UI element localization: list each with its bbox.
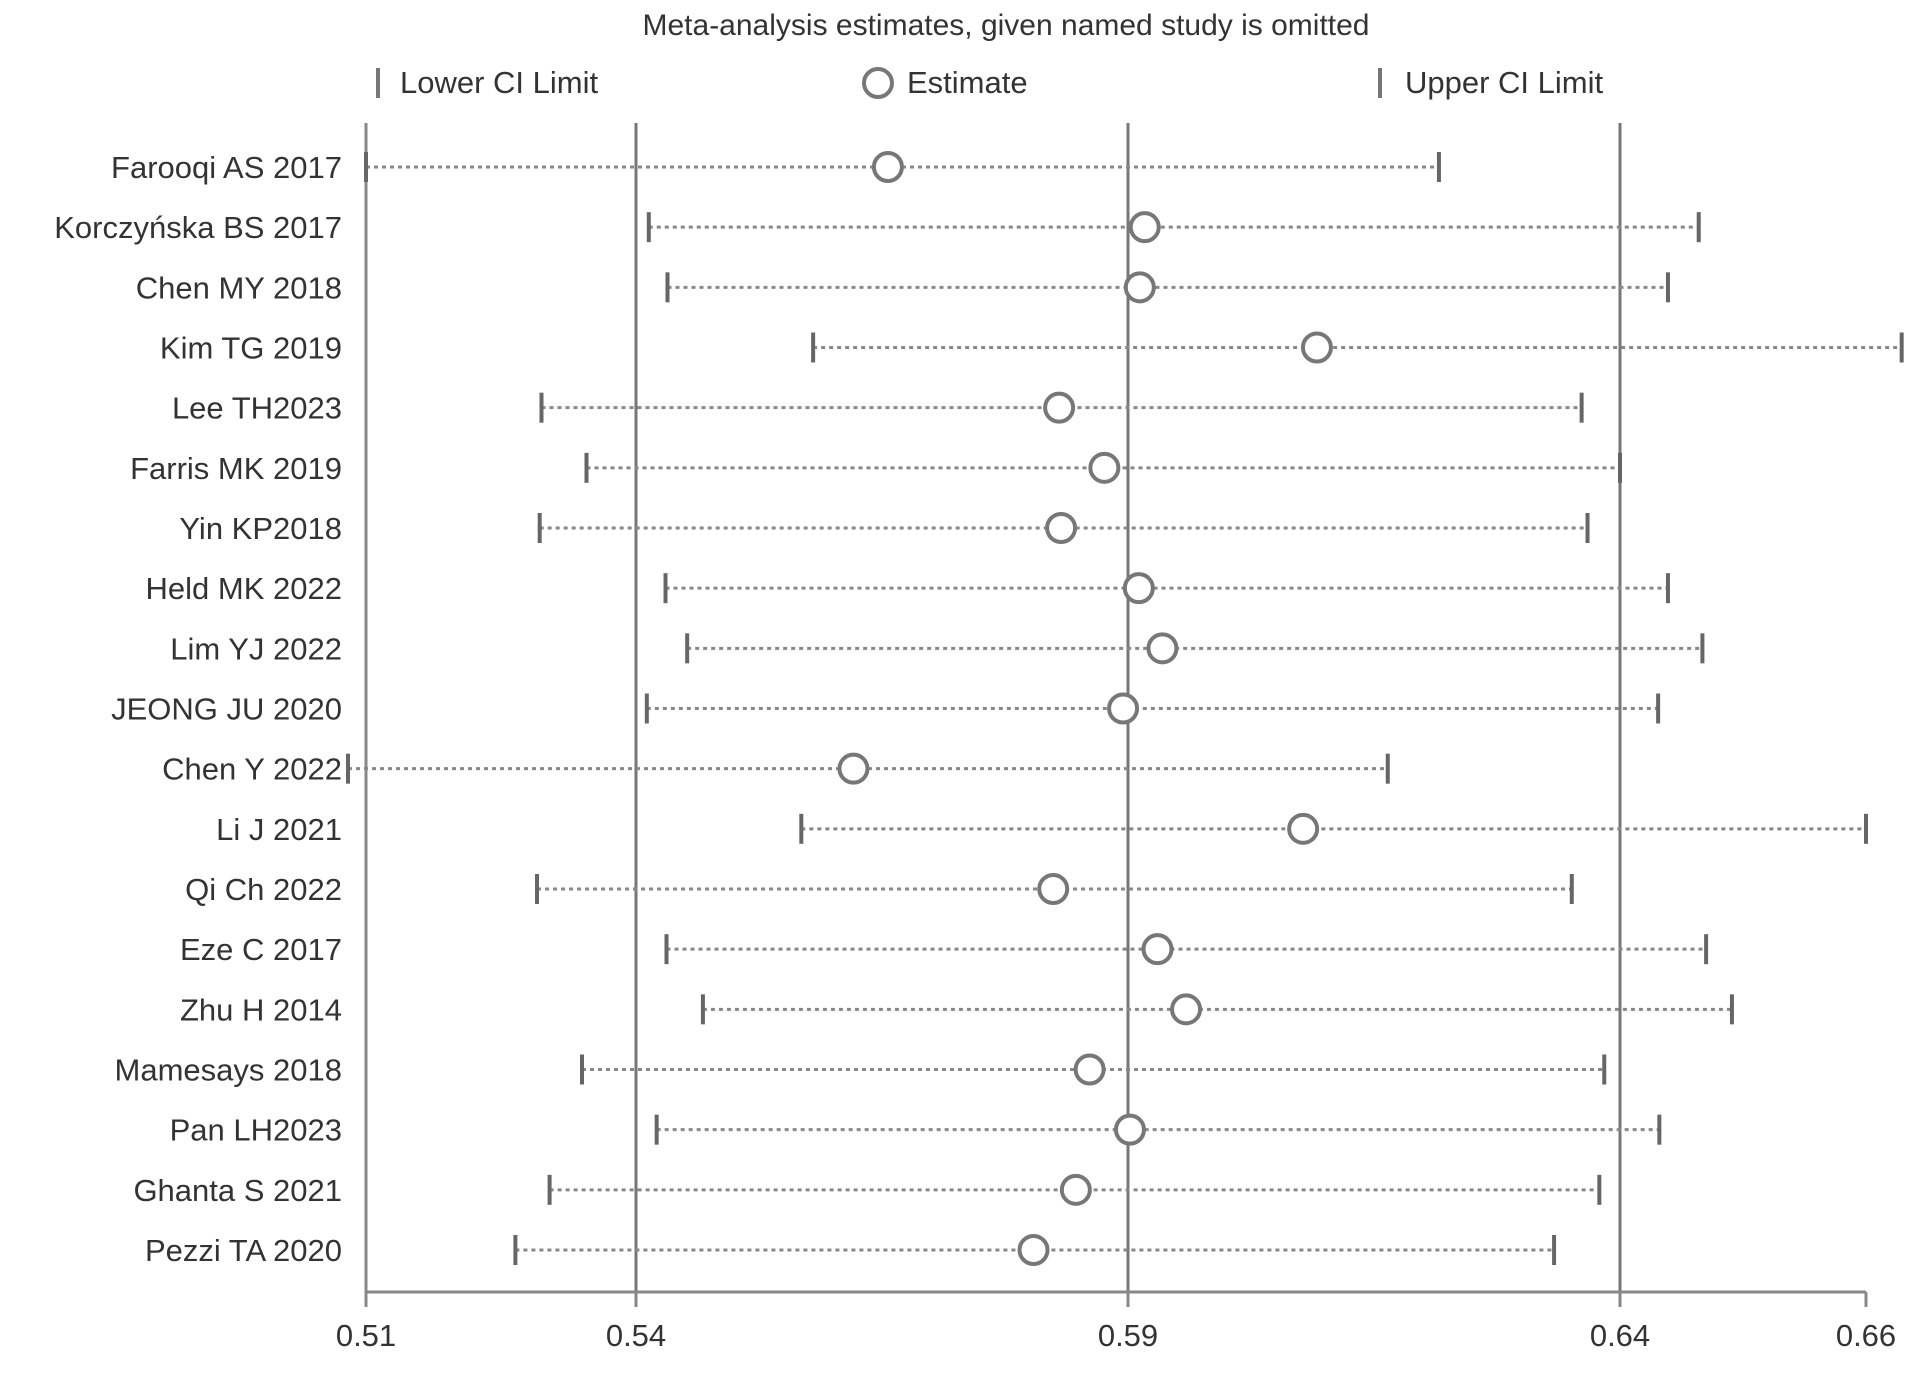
x-axis: 0.51 0.54 0.59 0.64 0.66 xyxy=(336,1290,1896,1353)
x-axis-tick-label: 0.54 xyxy=(606,1318,666,1353)
study-label: Korczyńska BS 2017 xyxy=(54,210,342,245)
estimate-marker xyxy=(1122,572,1155,605)
estimate-marker xyxy=(1037,873,1070,905)
estimate-marker xyxy=(837,752,870,785)
estimate-marker xyxy=(1017,1234,1050,1266)
x-axis-tick-label: 0.51 xyxy=(336,1318,396,1353)
x-axis-tick-label: 0.64 xyxy=(1590,1318,1650,1353)
estimate-marker xyxy=(1141,933,1174,966)
study-label: Mamesays 2018 xyxy=(115,1053,342,1088)
x-axis-tick-label: 0.59 xyxy=(1098,1318,1158,1353)
estimate-marker xyxy=(1146,632,1179,665)
chart-title: Meta-analysis estimates, given named stu… xyxy=(643,9,1370,42)
study-label: Yin KP2018 xyxy=(179,511,342,546)
study-label: Farris MK 2019 xyxy=(130,451,342,486)
estimate-marker xyxy=(1123,271,1156,304)
legend-lower-ci-label: Lower CI Limit xyxy=(400,65,598,100)
study-label: Kim TG 2019 xyxy=(160,331,342,366)
estimate-marker xyxy=(1107,692,1140,725)
legend-upper-ci-label: Upper CI Limit xyxy=(1405,65,1603,100)
estimate-marker xyxy=(1113,1113,1146,1146)
study-label: Held MK 2022 xyxy=(146,571,342,606)
estimate-marker xyxy=(1045,512,1078,544)
study-label: Lim YJ 2022 xyxy=(170,631,342,666)
study-rows: Farooqi AS 2017 Korczyńska BS 2017 Chen MY… xyxy=(54,150,1904,1268)
estimate-marker xyxy=(1059,1173,1092,1206)
study-label: Li J 2021 xyxy=(216,812,342,847)
study-label: Chen MY 2018 xyxy=(136,270,342,305)
study-label: Farooqi AS 2017 xyxy=(111,150,342,185)
legend: Lower CI Limit Estimate Upper CI Limit xyxy=(376,65,1603,100)
study-label: Chen Y 2022 xyxy=(162,752,342,787)
study-label: Qi Ch 2022 xyxy=(185,872,342,907)
study-label: Pan LH2023 xyxy=(170,1113,342,1148)
study-label: Eze C 2017 xyxy=(180,932,342,967)
estimate-marker xyxy=(1287,812,1320,845)
estimate-marker xyxy=(1170,993,1203,1026)
estimate-marker xyxy=(1043,391,1076,424)
estimate-marker xyxy=(1300,331,1333,364)
study-label: JEONG JU 2020 xyxy=(111,692,342,727)
study-label: Pezzi TA 2020 xyxy=(145,1233,342,1268)
x-axis-tick-label: 0.66 xyxy=(1836,1318,1896,1353)
legend-estimate-marker xyxy=(862,67,894,99)
study-label: Ghanta S 2021 xyxy=(133,1173,342,1208)
study-label: Zhu H 2014 xyxy=(180,992,342,1027)
legend-estimate-label: Estimate xyxy=(907,65,1028,100)
estimate-marker xyxy=(1088,451,1121,484)
estimate-marker xyxy=(1073,1053,1106,1086)
estimate-marker xyxy=(871,151,904,183)
estimate-marker xyxy=(1128,211,1161,244)
study-label: Lee TH2023 xyxy=(172,391,342,426)
